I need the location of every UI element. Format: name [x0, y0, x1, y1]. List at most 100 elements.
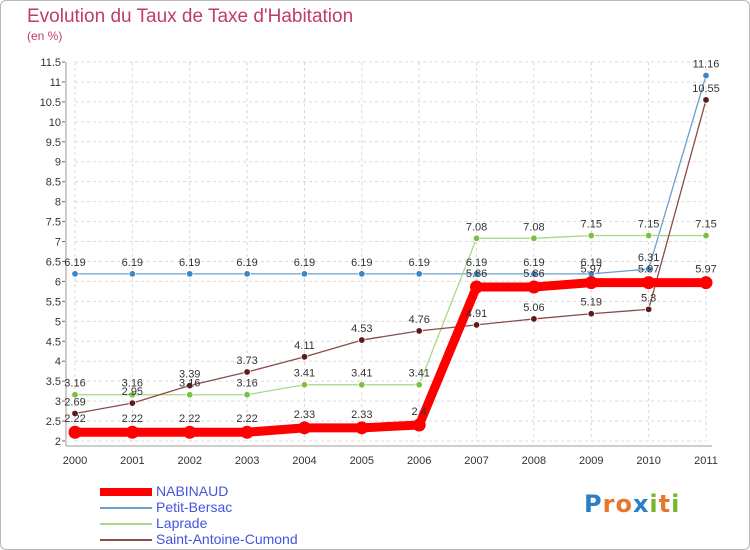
point-laprade: [243, 391, 251, 399]
point-laprade: [128, 391, 137, 399]
point-laprade: [644, 231, 653, 240]
x-tick-label: 2007: [464, 455, 488, 467]
point-nabinaud: [68, 425, 82, 439]
y-tick-label: 3: [55, 396, 61, 408]
point-nabinaud: [183, 425, 197, 439]
point-saint-antoine-cumond: [358, 336, 366, 344]
point-saint-antoine-cumond: [702, 96, 710, 104]
data-label-laprade: 3.16: [122, 378, 143, 390]
data-label-saint-antoine-cumond: 5.06: [523, 302, 544, 314]
y-axis-ticks: 2 2.5 3 3.5 4 4.5 5 5.5 6 6.5 7 7.5 8 8.5 9 9.5 10 10.5 11…: [40, 57, 61, 448]
logo-letter: i: [671, 490, 681, 518]
x-tick-label: 2009: [579, 455, 603, 467]
point-petit-bersac: [186, 270, 194, 278]
data-label-nabinaud: 2.22: [122, 413, 143, 425]
y-tick-label: 2: [55, 436, 61, 448]
y-tick-label: 7.5: [46, 217, 61, 229]
data-label-petit-bersac: 6.19: [523, 257, 544, 269]
point-petit-bersac: [644, 265, 653, 273]
point-laprade: [415, 381, 423, 389]
point-laprade: [702, 231, 710, 240]
data-labels: 6.19 6.19 6.19 6.19 6.19 6.19 6.19 6.19 6.19 6.19…: [64, 59, 719, 426]
x-tick-label: 2008: [522, 455, 546, 467]
y-tick-label: 8.5: [46, 177, 61, 189]
point-saint-antoine-cumond: [243, 368, 251, 376]
x-tick-label: 2000: [63, 455, 87, 467]
legend-swatch-petit-bersac: [100, 507, 152, 509]
point-nabinaud: [642, 276, 656, 290]
data-label-saint-antoine-cumond: 2.95: [122, 386, 143, 398]
y-tick-label: 10: [49, 117, 61, 129]
y-tick-label: 5: [55, 316, 61, 328]
y-tick-label: 4: [55, 356, 61, 368]
point-saint-antoine-cumond: [128, 399, 137, 407]
series-line-nabinaud: [70, 278, 711, 437]
y-tick-label: 2.5: [46, 416, 61, 428]
x-tick-label: 2002: [177, 455, 201, 467]
data-label-nabinaud: 2.33: [351, 409, 372, 421]
point-petit-bersac: [530, 270, 538, 278]
point-saint-antoine-cumond: [300, 353, 309, 361]
point-petit-bersac: [128, 270, 137, 278]
point-laprade: [358, 381, 366, 389]
legend-label-nabinaud: NABINAUD: [156, 483, 229, 499]
logo-letter: o: [615, 490, 633, 518]
legend-swatch-laprade: [100, 523, 152, 525]
point-nabinaud: [355, 421, 369, 435]
y-tick-label: 9: [55, 157, 61, 169]
x-tick-label: 2001: [120, 455, 144, 467]
legend-label-laprade: Laprade: [156, 515, 208, 531]
data-label-nabinaud: 5.97: [695, 264, 716, 276]
y-tick-label: 11: [50, 77, 61, 89]
y-tick-label: 9.5: [46, 137, 61, 149]
data-label-petit-bersac: 6.19: [466, 257, 487, 269]
point-saint-antoine-cumond: [415, 327, 423, 335]
legend-swatch-nabinaud: [100, 488, 152, 496]
point-saint-antoine-cumond: [71, 409, 79, 418]
point-petit-bersac: [71, 270, 79, 278]
point-petit-bersac: [243, 270, 251, 278]
data-label-petit-bersac: 6.19: [122, 257, 143, 269]
data-label-laprade: 7.15: [581, 219, 602, 231]
x-tick-label: 2006: [407, 455, 431, 467]
point-laprade: [186, 391, 194, 399]
data-label-nabinaud: 5.97: [638, 264, 659, 276]
data-label-nabinaud: 5.97: [581, 264, 602, 276]
x-tick-label: 2003: [235, 455, 259, 467]
point-petit-bersac: [702, 71, 710, 80]
y-tick-label: 5.5: [46, 296, 61, 308]
x-tick-label: 2010: [636, 455, 660, 467]
chart-unit-label: (en %): [27, 29, 63, 43]
data-label-laprade: 3.16: [236, 378, 257, 390]
data-label-saint-antoine-cumond: 4.53: [351, 323, 372, 335]
chart-title: Evolution du Taux de Taxe d'Habitation: [27, 6, 354, 27]
data-label-saint-antoine-cumond: 2.69: [64, 396, 85, 408]
data-label-nabinaud: 2.4: [412, 406, 427, 418]
y-tick-label: 7: [55, 237, 61, 249]
data-label-laprade: 3.16: [179, 378, 200, 390]
data-label-laprade: 3.16: [64, 378, 85, 390]
data-label-saint-antoine-cumond: 3.73: [236, 355, 257, 367]
data-label-laprade: 7.15: [695, 219, 716, 231]
point-laprade: [530, 234, 538, 243]
series-line-petit-bersac: [74, 74, 707, 275]
point-nabinaud: [470, 280, 484, 294]
data-label-laprade: 7.08: [523, 221, 544, 233]
data-label-laprade: 3.41: [408, 368, 429, 380]
data-label-saint-antoine-cumond: 10.55: [692, 83, 720, 95]
x-tick-label: 2005: [350, 455, 374, 467]
y-tick-label: 3.5: [46, 376, 61, 388]
data-label-laprade: 3.41: [294, 368, 315, 380]
point-saint-antoine-cumond: [587, 310, 595, 318]
point-saint-antoine-cumond: [186, 381, 194, 390]
point-petit-bersac: [472, 270, 481, 278]
y-tick-label: 6.5: [46, 256, 61, 268]
data-label-saint-antoine-cumond: 3.39: [179, 369, 200, 381]
y-tick-label: 4.5: [46, 336, 61, 348]
point-petit-bersac: [358, 270, 366, 278]
data-label-petit-bersac: 11.16: [693, 59, 720, 71]
point-saint-antoine-cumond: [530, 315, 538, 323]
point-petit-bersac: [300, 270, 309, 278]
y-tick-label: 11.5: [40, 57, 61, 69]
y-tick-label: 10.5: [40, 97, 61, 109]
